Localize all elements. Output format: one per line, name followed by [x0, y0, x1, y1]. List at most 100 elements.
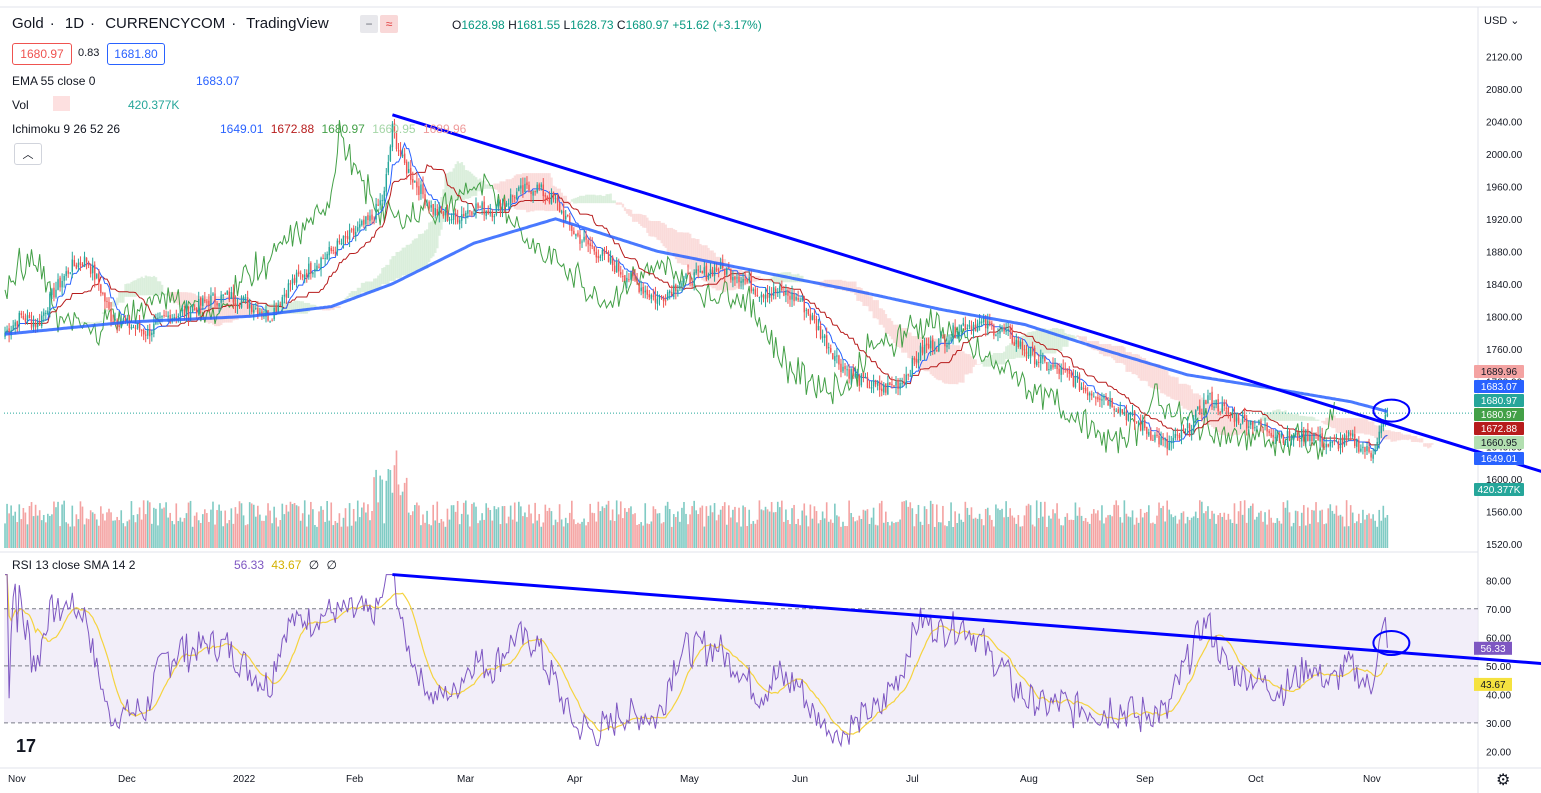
gear-icon[interactable]: ⚙: [1496, 772, 1511, 789]
volume-bar: [322, 509, 324, 548]
symbol-title[interactable]: Gold · 1D · CURRENCYCOM · TradingView: [12, 15, 329, 32]
candle-body: [532, 191, 534, 196]
volume-bar: [1337, 515, 1340, 548]
volume-bar: [858, 515, 861, 548]
ichimoku-cloud-slice: [417, 234, 421, 269]
ichimoku-cloud-slice: [1160, 367, 1163, 394]
rsi-trendline[interactable]: [392, 573, 1541, 665]
volume-bar: [613, 520, 616, 548]
price-highlight-circle[interactable]: [1372, 398, 1411, 423]
candle-body: [187, 306, 190, 320]
candle-body: [1331, 441, 1334, 443]
ichimoku-cloud-slice: [1300, 415, 1304, 421]
volume-bar: [1374, 520, 1376, 548]
ichimoku-cloud-slice: [576, 197, 580, 204]
candle-body: [883, 384, 885, 393]
candle-body: [1190, 429, 1193, 435]
price-label-text: 1660.95: [1481, 438, 1518, 449]
ichimoku-cloud-slice: [79, 322, 82, 324]
candle-body: [206, 301, 208, 303]
ichimoku-cloud-slice: [381, 268, 384, 285]
vol-color-swatch: [53, 96, 70, 111]
volume-bar: [850, 513, 852, 548]
candle-body: [805, 309, 808, 311]
volume-bar: [1182, 511, 1185, 548]
volume-bar: [391, 492, 394, 548]
candle-body: [1205, 400, 1207, 405]
candle-body: [85, 257, 88, 262]
volume-bar: [626, 511, 628, 548]
volume-bar: [962, 521, 965, 548]
ichimoku-cloud-slice: [680, 232, 684, 265]
candle-body: [1044, 356, 1046, 362]
ichimoku-cloud-slice: [1001, 353, 1004, 365]
candle-body: [795, 296, 797, 300]
candle-body: [666, 292, 669, 300]
vol-legend[interactable]: Vol: [12, 98, 33, 112]
volume-bar: [1186, 516, 1189, 548]
candle-body: [283, 294, 286, 297]
ichimoku-cloud-slice: [1145, 360, 1149, 382]
ichimoku-cloud-slice: [1084, 336, 1087, 342]
ichimoku-cloud-slice: [972, 359, 975, 367]
volume-bar: [1331, 510, 1334, 548]
currency-selector[interactable]: USD ⌄: [1484, 14, 1520, 27]
ichimoku-cloud-slice: [670, 227, 674, 253]
candle-body: [681, 283, 683, 287]
candle-body: [312, 272, 314, 275]
candle-body: [1274, 437, 1276, 439]
volume-bar: [1258, 512, 1260, 548]
candle-body: [34, 323, 37, 328]
candle-body: [271, 320, 273, 322]
volume-bar: [656, 513, 659, 548]
ichimoku-cloud-slice: [122, 291, 125, 303]
candle-body: [893, 385, 895, 387]
ema-legend[interactable]: EMA 55 close 0: [12, 74, 99, 88]
volume-bar: [142, 500, 145, 548]
volume-bar: [191, 526, 194, 548]
candle-body: [342, 235, 345, 245]
ichimoku-cloud-slice: [589, 194, 592, 204]
sell-button[interactable]: 1680.97: [12, 43, 72, 65]
volume-bar: [605, 504, 608, 548]
ichimoku-cloud-slice: [1011, 343, 1014, 360]
collapse-legend-button[interactable]: ︿: [14, 143, 42, 165]
volume-bar: [487, 507, 490, 548]
candle-body: [149, 329, 151, 337]
ichimoku-cloud-slice: [140, 276, 143, 296]
ichimoku-cloud-slice: [409, 243, 413, 275]
candle-body: [310, 262, 312, 274]
ichimoku-cloud-slice: [1217, 405, 1220, 433]
buy-button[interactable]: 1681.80: [107, 43, 165, 65]
price-trendline[interactable]: [391, 113, 1541, 473]
candle-body: [881, 388, 883, 392]
ichimoku-legend[interactable]: Ichimoku 9 26 52 26: [12, 122, 124, 136]
candle-body: [428, 201, 430, 209]
candle-body: [483, 201, 485, 215]
volume-bar: [518, 501, 520, 548]
candle-body: [242, 296, 245, 301]
volume-bar: [222, 526, 224, 548]
volume-bar: [1321, 509, 1323, 548]
candle-body: [320, 257, 322, 270]
candle-body: [813, 315, 816, 321]
candle-body: [177, 315, 180, 318]
candle-body: [412, 178, 414, 183]
candle-body: [942, 337, 944, 339]
rsi-legend[interactable]: RSI 13 close SMA 14 2: [12, 558, 139, 572]
volume-bar: [151, 523, 153, 548]
candle-body: [552, 191, 555, 200]
ichimoku-cloud-slice: [1082, 336, 1085, 342]
candle-body: [974, 324, 977, 332]
volume-bar: [1268, 509, 1270, 548]
ichimoku-cloud-slice: [1186, 384, 1189, 411]
volume-bar: [1076, 515, 1079, 548]
ichimoku-cloud-slice: [107, 309, 111, 312]
rsi-highlight-circle[interactable]: [1372, 630, 1411, 657]
volume-bar: [707, 515, 710, 548]
tradingview-logo-icon[interactable]: 17: [16, 736, 37, 756]
candle-body: [1264, 424, 1266, 427]
candle-body: [791, 292, 793, 300]
ichimoku-cloud-slice: [360, 282, 364, 293]
